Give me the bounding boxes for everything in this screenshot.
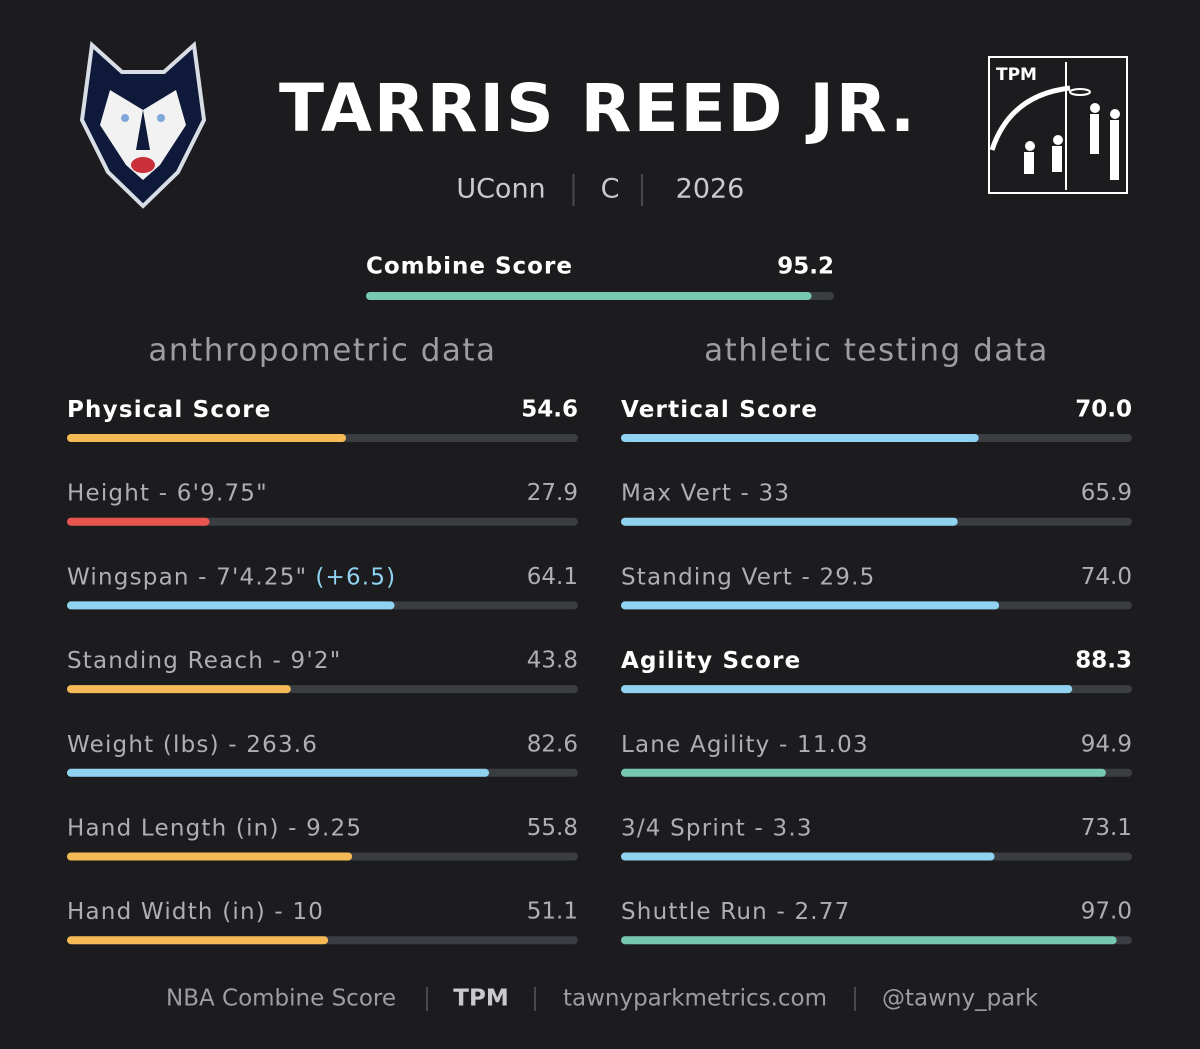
bar xyxy=(366,292,812,300)
row-label: Standing Vert - 29.5 xyxy=(621,564,875,590)
row-value: 64.1 xyxy=(527,564,578,590)
footer-item: @tawny_park xyxy=(882,986,1039,1012)
row-label: 3/4 Sprint - 3.3 xyxy=(621,815,813,841)
logo-text: TPM xyxy=(996,65,1037,85)
section-title: athletic testing data xyxy=(704,333,1049,369)
bar xyxy=(621,936,1117,945)
row-value: 51.1 xyxy=(527,899,578,925)
row-label: Standing Reach - 9'2" xyxy=(67,648,341,674)
bar xyxy=(621,852,995,861)
player-name: TARRIS REED JR. xyxy=(279,70,917,147)
bar xyxy=(621,768,1106,777)
row-label: Hand Length (in) - 9.25 xyxy=(67,815,362,841)
row-value: 70.0 xyxy=(1075,397,1132,423)
row-label-text: Hand Width (in) - 10 xyxy=(67,899,324,925)
row-label: Hand Width (in) - 10 xyxy=(67,899,324,925)
meta-item: UConn xyxy=(456,174,545,205)
row-value: 54.6 xyxy=(521,397,578,423)
row-label-text: Hand Length (in) - 9.25 xyxy=(67,815,362,841)
meta-item: 2026 xyxy=(676,174,745,205)
row-label: Weight (lbs) - 263.6 xyxy=(67,731,318,757)
row-value: 73.1 xyxy=(1081,815,1132,841)
bar xyxy=(621,685,1073,694)
row-label-text: Agility Score xyxy=(621,648,801,674)
row-label: Physical Score xyxy=(67,397,272,423)
bar xyxy=(67,517,210,526)
row-label-text: 3/4 Sprint - 3.3 xyxy=(621,815,813,841)
row-label-text: Shuttle Run - 2.77 xyxy=(621,899,850,925)
row-value: 65.9 xyxy=(1081,480,1132,506)
tpm-logo: TPM xyxy=(988,56,1128,194)
row-label-text: Weight (lbs) - 263.6 xyxy=(67,731,318,757)
footer-item: NBA Combine Score xyxy=(166,986,396,1012)
row-value: 82.6 xyxy=(527,731,578,757)
row-value: 88.3 xyxy=(1075,648,1132,674)
row-label: Agility Score xyxy=(621,648,801,674)
bar xyxy=(621,601,1000,610)
row-label: Wingspan - 7'4.25" (+6.5) xyxy=(67,564,396,590)
bar xyxy=(67,601,395,610)
row-label: Height - 6'9.75" xyxy=(67,480,268,506)
row-value: 94.9 xyxy=(1081,731,1132,757)
row-value: 43.8 xyxy=(527,648,578,674)
combine-value: 95.2 xyxy=(777,254,834,280)
row-label-text: Standing Reach - 9'2" xyxy=(67,648,341,674)
footer-item: TPM xyxy=(453,986,508,1012)
row-label-text: Vertical Score xyxy=(621,397,818,423)
row-note: (+6.5) xyxy=(315,564,396,590)
bar xyxy=(67,936,329,945)
row-label-text: Height - 6'9.75" xyxy=(67,480,268,506)
row-label: Vertical Score xyxy=(621,397,818,423)
bar xyxy=(67,685,291,694)
husky-logo xyxy=(79,40,207,209)
row-value: 97.0 xyxy=(1081,899,1132,925)
row-label: Max Vert - 33 xyxy=(621,480,790,506)
meta-item: C xyxy=(601,174,620,205)
bar xyxy=(67,852,353,861)
bar xyxy=(67,434,347,442)
section-title: anthropometric data xyxy=(148,333,496,369)
footer-item: tawnyparkmetrics.com xyxy=(563,986,827,1012)
row-label-text: Physical Score xyxy=(67,397,272,423)
row-label: Shuttle Run - 2.77 xyxy=(621,899,850,925)
row-label-text: Standing Vert - 29.5 xyxy=(621,564,875,590)
row-value: 27.9 xyxy=(527,480,578,506)
combine-label: Combine Score xyxy=(366,254,573,280)
row-value: 74.0 xyxy=(1081,564,1132,590)
row-label-text: Lane Agility - 11.03 xyxy=(621,731,869,757)
bar xyxy=(67,768,490,777)
row-label: Lane Agility - 11.03 xyxy=(621,731,869,757)
bar xyxy=(621,434,979,442)
row-label-text: Max Vert - 33 xyxy=(621,480,790,506)
row-label-text: Wingspan - 7'4.25" xyxy=(67,564,307,590)
bar xyxy=(621,517,958,526)
row-value: 55.8 xyxy=(527,815,578,841)
